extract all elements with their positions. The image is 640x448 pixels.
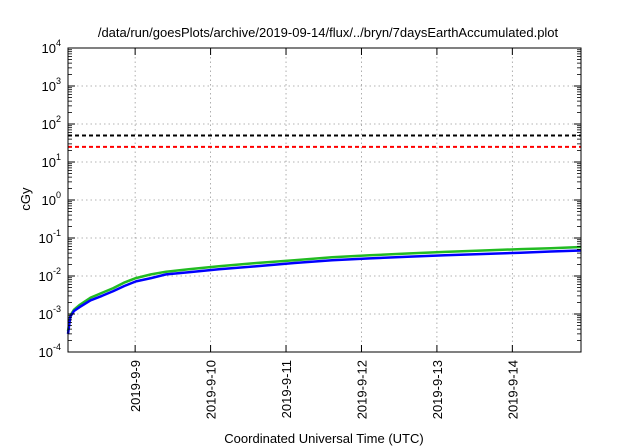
x-tick-label: 2019-9-12: [354, 360, 369, 419]
chart-title: /data/run/goesPlots/archive/2019-09-14/f…: [98, 25, 559, 40]
x-tick-label: 2019-9-13: [430, 360, 445, 419]
x-tick-label: 2019-9-11: [279, 360, 294, 418]
y-axis-label: cGy: [18, 187, 33, 211]
y-tick-label: 10-1: [39, 228, 61, 246]
y-tick-label: 10-3: [39, 304, 61, 322]
y-axis-label-group: cGy: [18, 187, 33, 211]
y-tick-label: 102: [42, 114, 61, 132]
y-tick-label: 101: [42, 152, 61, 170]
threshold-layer: [68, 134, 581, 148]
y-tick-label: 104: [42, 38, 61, 56]
grid-layer: [68, 48, 581, 352]
series-line: [66, 245, 582, 332]
x-axis-label: Coordinated Universal Time (UTC): [224, 431, 423, 446]
y-tick-label: 10-2: [39, 266, 61, 284]
series-line: [66, 249, 582, 335]
tick-layer: 10-4 10-3 10-2 10-1 100 101 102 103 104 2019-9-9 2…: [39, 38, 581, 419]
x-tick-label: 2019-9-14: [505, 360, 520, 419]
series-layer: [66, 245, 582, 335]
x-tick-label: 2019-9-10: [204, 360, 219, 419]
y-tick-label: 100: [42, 190, 61, 208]
y-tick-label: 10-4: [39, 342, 61, 360]
y-tick-label: 103: [42, 76, 61, 94]
x-tick-label: 2019-9-9: [128, 360, 143, 412]
